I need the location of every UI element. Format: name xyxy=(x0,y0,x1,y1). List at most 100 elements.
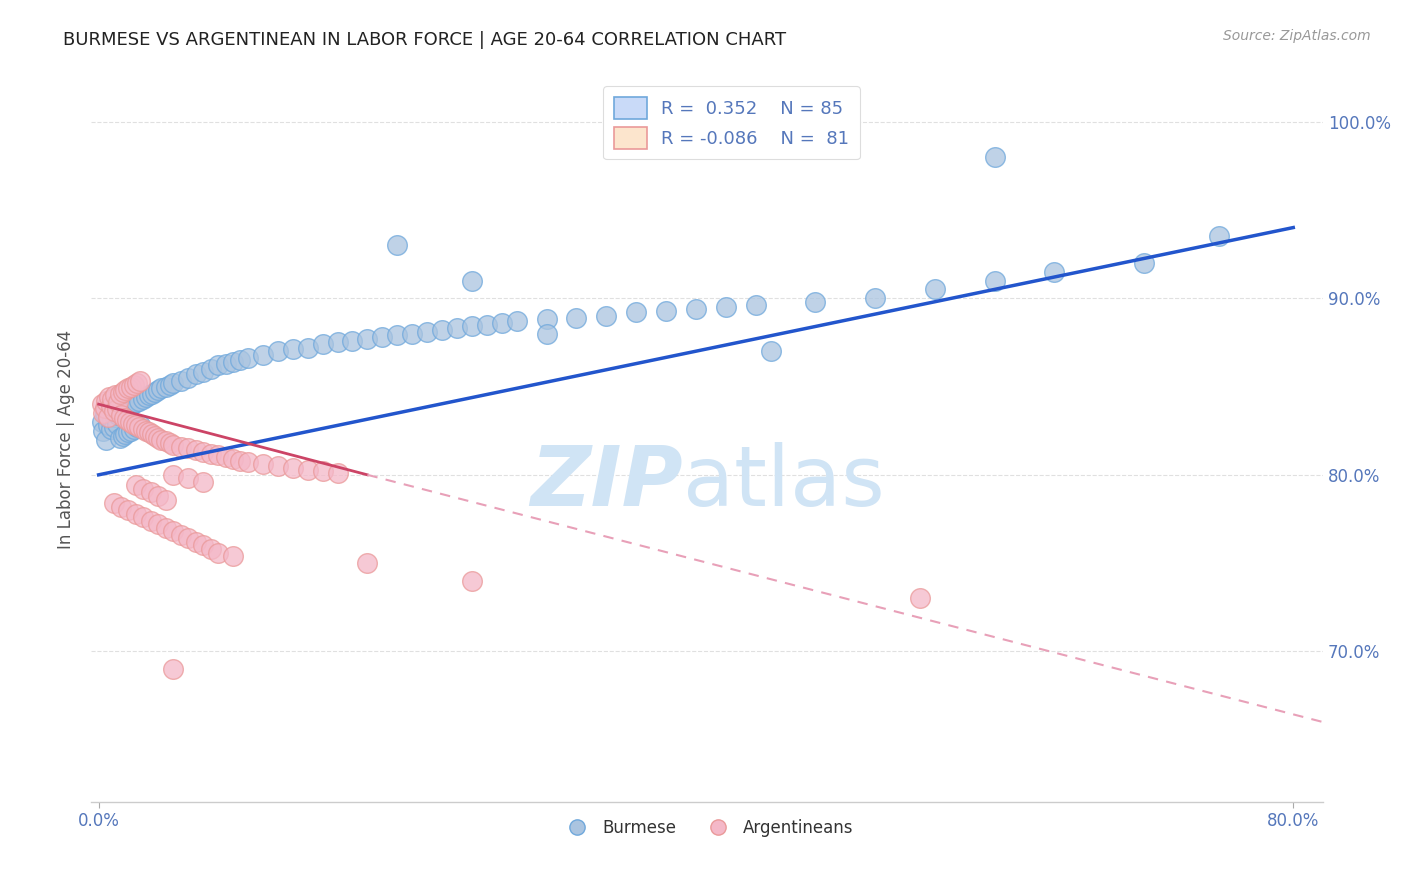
Point xyxy=(100,422,122,436)
Point xyxy=(595,309,617,323)
Point xyxy=(191,475,214,489)
Point xyxy=(236,351,259,366)
Point xyxy=(491,316,513,330)
Point xyxy=(236,455,259,469)
Point xyxy=(191,445,214,459)
Point xyxy=(252,348,274,362)
Point xyxy=(104,409,127,424)
Point xyxy=(132,482,155,496)
Text: BURMESE VS ARGENTINEAN IN LABOR FORCE | AGE 20-64 CORRELATION CHART: BURMESE VS ARGENTINEAN IN LABOR FORCE | … xyxy=(63,31,786,49)
Point xyxy=(139,514,162,528)
Point xyxy=(207,359,229,373)
Point xyxy=(108,386,131,401)
Point xyxy=(93,406,115,420)
Point xyxy=(326,335,349,350)
Point xyxy=(117,503,139,517)
Point xyxy=(145,384,167,399)
Point xyxy=(90,415,112,429)
Point xyxy=(461,574,484,588)
Point xyxy=(110,500,132,514)
Point xyxy=(127,420,149,434)
Point xyxy=(908,591,931,606)
Point xyxy=(135,424,157,438)
Point xyxy=(125,507,148,521)
Point xyxy=(94,393,117,408)
Point xyxy=(103,420,125,434)
Point xyxy=(177,370,200,384)
Point xyxy=(387,238,409,252)
Point xyxy=(91,424,114,438)
Point xyxy=(128,393,150,408)
Point xyxy=(565,310,588,325)
Point xyxy=(387,328,409,343)
Point xyxy=(139,485,162,500)
Point xyxy=(170,528,193,542)
Point xyxy=(297,341,319,355)
Point xyxy=(101,413,124,427)
Point xyxy=(100,399,122,413)
Point xyxy=(122,417,145,431)
Text: atlas: atlas xyxy=(682,442,884,524)
Point xyxy=(214,450,236,465)
Legend: Burmese, Argentineans: Burmese, Argentineans xyxy=(554,813,860,844)
Point xyxy=(104,388,127,402)
Point xyxy=(148,383,170,397)
Point xyxy=(129,374,152,388)
Point xyxy=(177,532,200,546)
Point xyxy=(117,381,139,395)
Point xyxy=(200,541,222,556)
Point xyxy=(93,401,115,415)
Point xyxy=(297,462,319,476)
Point xyxy=(121,424,143,438)
Point xyxy=(1043,265,1066,279)
Point xyxy=(267,458,290,473)
Point xyxy=(112,401,135,415)
Point xyxy=(94,433,117,447)
Point xyxy=(177,471,200,485)
Point xyxy=(170,374,193,388)
Point xyxy=(281,460,304,475)
Point xyxy=(91,406,114,420)
Point xyxy=(141,427,163,442)
Point xyxy=(125,478,148,492)
Point xyxy=(401,326,423,341)
Point xyxy=(124,422,146,436)
Point xyxy=(430,323,453,337)
Point xyxy=(141,386,163,401)
Point xyxy=(98,411,121,425)
Point xyxy=(125,395,148,409)
Point xyxy=(191,365,214,379)
Point xyxy=(117,425,139,440)
Point xyxy=(111,429,134,443)
Point xyxy=(135,390,157,404)
Point xyxy=(112,411,135,425)
Text: Source: ZipAtlas.com: Source: ZipAtlas.com xyxy=(1223,29,1371,43)
Text: ZIP: ZIP xyxy=(530,442,682,524)
Point xyxy=(127,376,149,390)
Point xyxy=(1208,229,1230,244)
Point xyxy=(128,420,150,434)
Point xyxy=(162,376,184,390)
Point xyxy=(1133,256,1156,270)
Point xyxy=(191,539,214,553)
Point xyxy=(107,408,129,422)
Point xyxy=(170,440,193,454)
Point xyxy=(222,355,245,369)
Point xyxy=(150,381,173,395)
Point xyxy=(229,453,252,467)
Point xyxy=(97,418,120,433)
Point xyxy=(311,464,333,478)
Point xyxy=(118,399,141,413)
Point xyxy=(122,397,145,411)
Point xyxy=(110,404,132,418)
Point xyxy=(103,404,125,418)
Point xyxy=(150,433,173,447)
Point xyxy=(114,383,136,397)
Point xyxy=(461,274,484,288)
Point xyxy=(252,457,274,471)
Point xyxy=(326,466,349,480)
Point xyxy=(107,395,129,409)
Point xyxy=(267,344,290,359)
Point xyxy=(114,427,136,442)
Point xyxy=(155,521,177,535)
